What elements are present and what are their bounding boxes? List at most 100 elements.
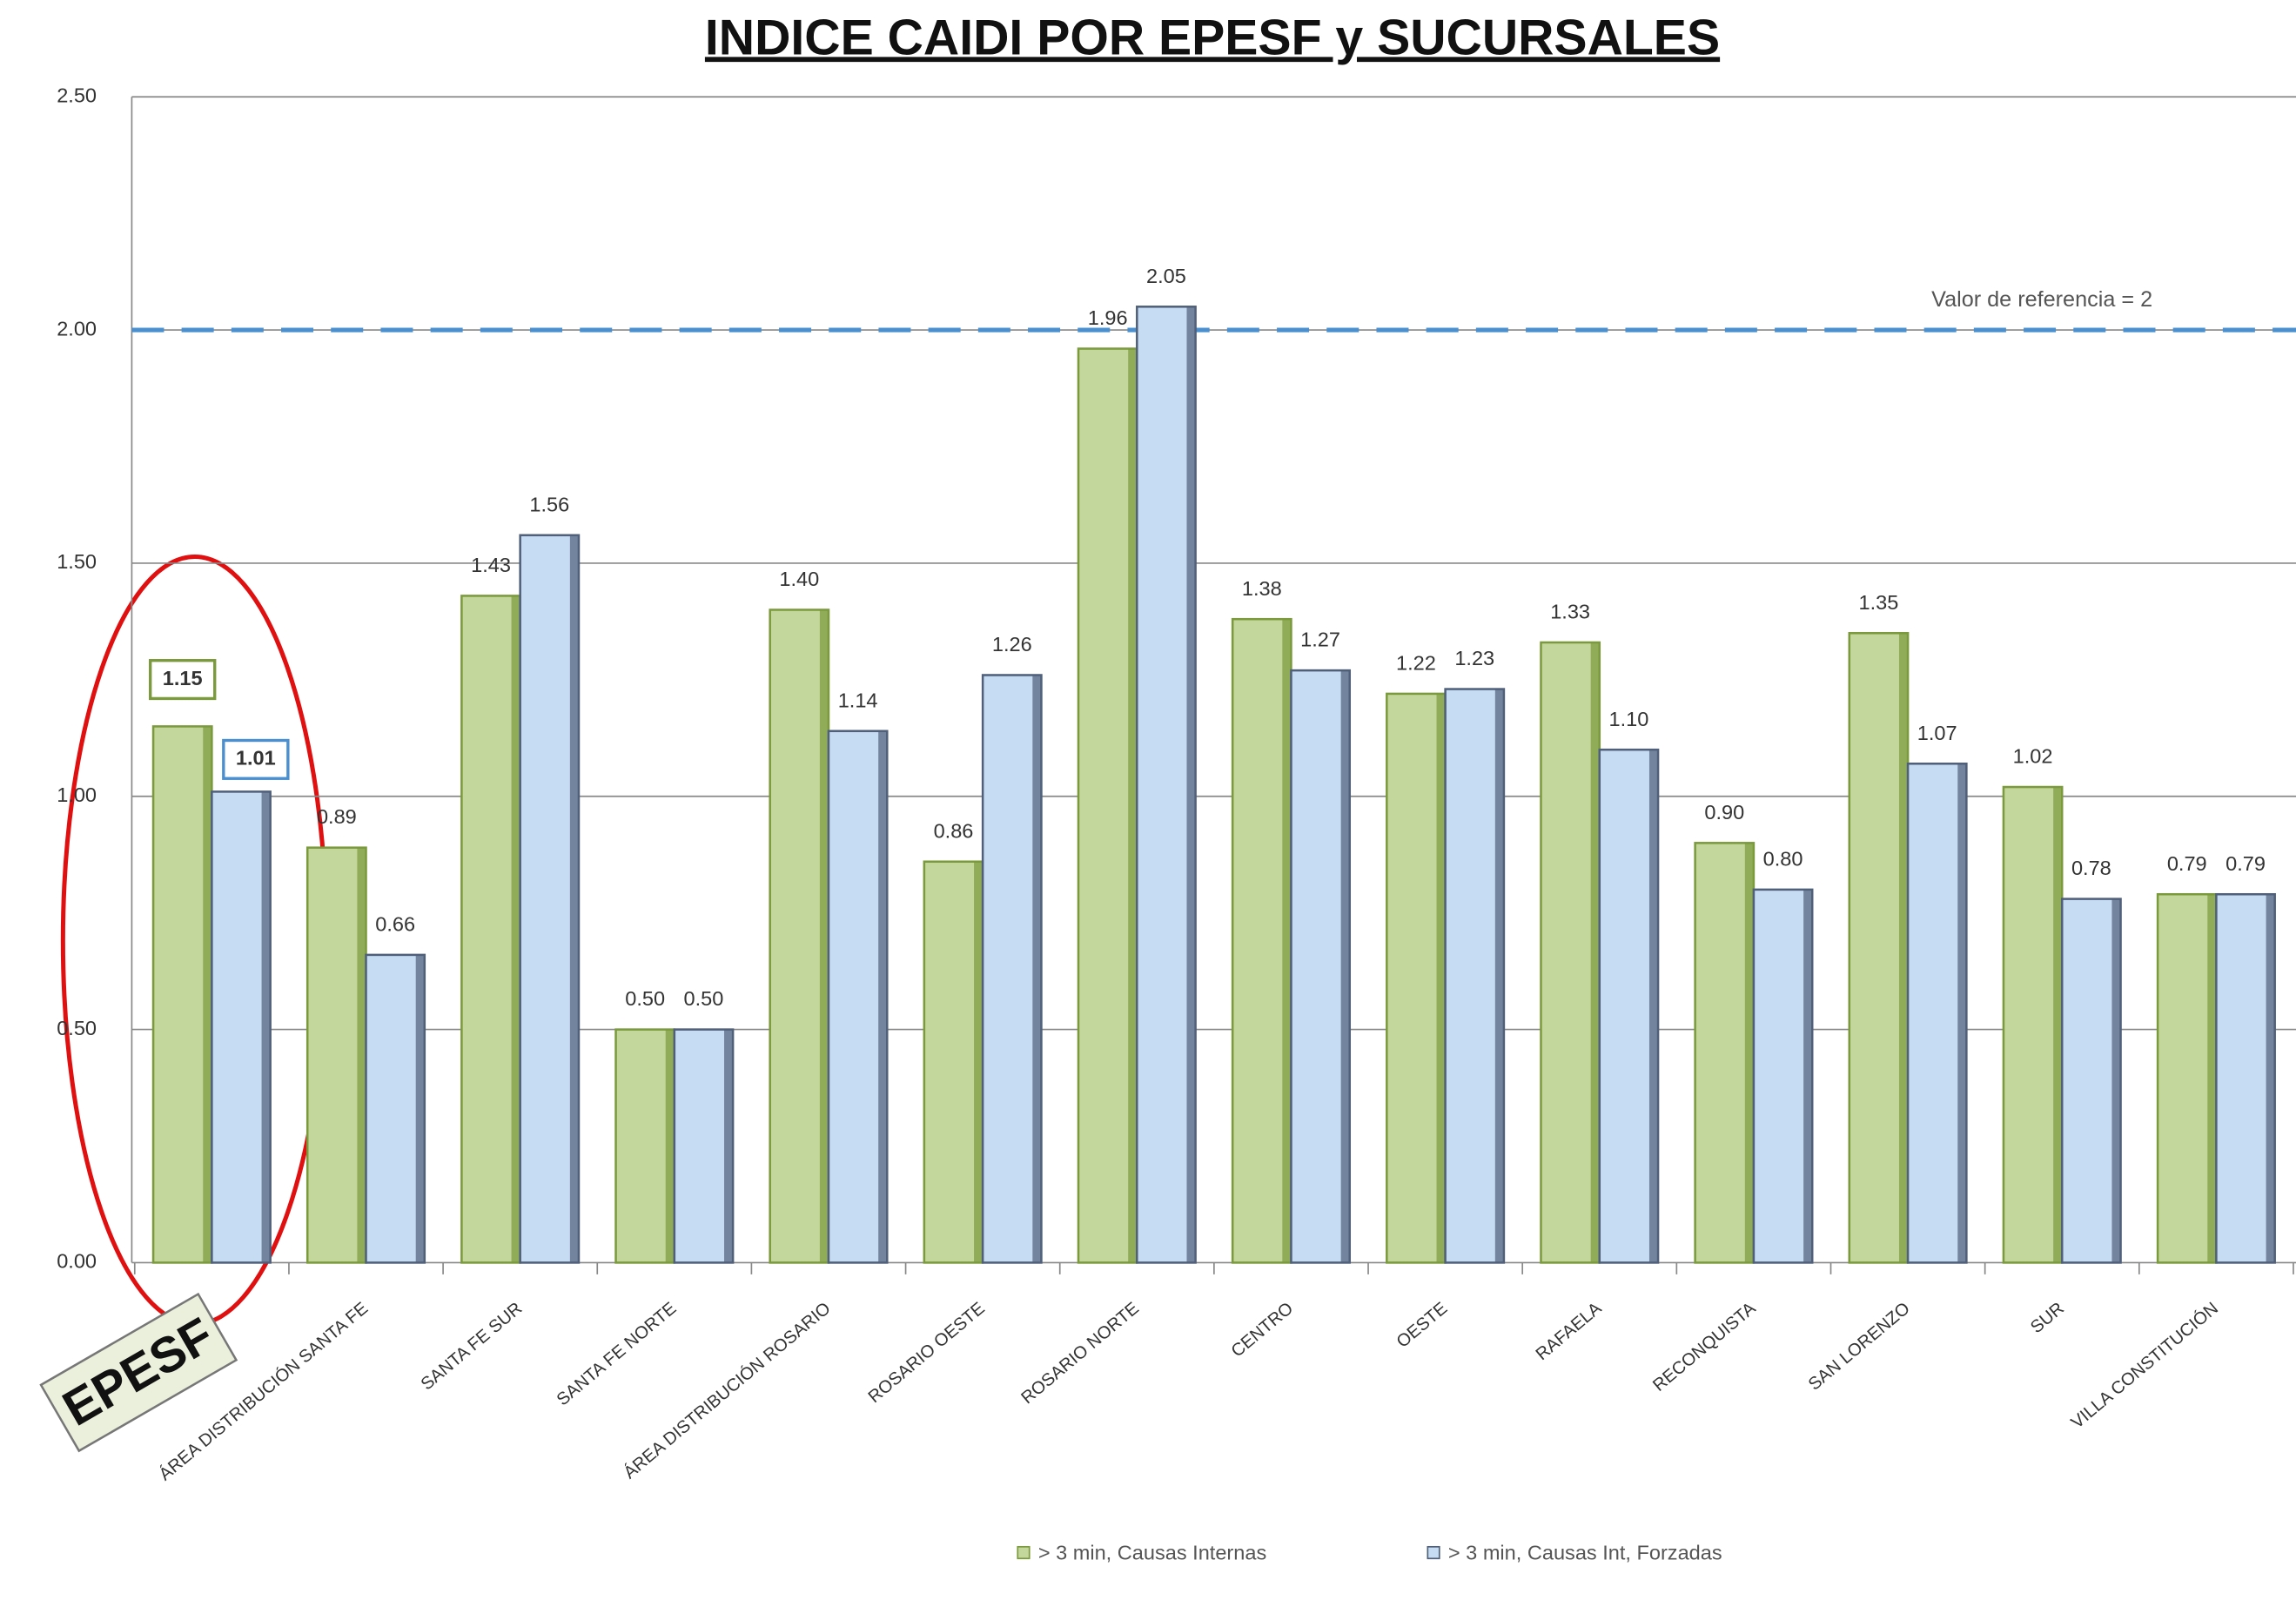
y-tick-label: 0.50 — [57, 1017, 97, 1039]
bar-shade — [1282, 619, 1292, 1263]
bar — [1752, 888, 1814, 1264]
y-tick-label: 1.50 — [57, 550, 97, 573]
bar-shade — [1494, 689, 1504, 1263]
y-tick-label: 0.00 — [57, 1250, 97, 1273]
value-label: 0.89 — [317, 805, 357, 828]
chart-title: INDICE CAIDI POR EPESF y SUCURSALES — [705, 10, 1720, 65]
value-label: 1.27 — [1300, 629, 1340, 651]
value-label: 0.86 — [934, 819, 974, 842]
bar — [1077, 347, 1138, 1264]
value-label: 1.26 — [992, 633, 1032, 656]
bar — [1231, 617, 1292, 1264]
bar-shade — [1648, 750, 1659, 1263]
x-tick-label: SANTA FE SUR — [418, 1299, 527, 1395]
value-label: 1.22 — [1396, 651, 1436, 674]
bar — [460, 595, 521, 1264]
bar — [519, 534, 581, 1264]
value-label: 0.78 — [2071, 857, 2111, 879]
y-tick-label: 1.00 — [57, 783, 97, 806]
value-label: 1.15 — [163, 667, 203, 689]
value-label: 1.33 — [1550, 601, 1590, 623]
bar — [365, 953, 426, 1264]
x-tick-label: VILLA CONSTITUCIÓN — [2067, 1298, 2222, 1433]
value-label: 1.96 — [1088, 306, 1128, 329]
bar-shade — [878, 730, 888, 1263]
bar — [827, 730, 889, 1264]
bar — [1290, 669, 1352, 1264]
y-tick-label: 2.00 — [57, 317, 97, 340]
value-label: 0.79 — [2226, 852, 2266, 875]
value-label: 0.80 — [1763, 847, 1803, 870]
bar-shade — [1032, 675, 1042, 1263]
legend-swatch — [1017, 1545, 1031, 1560]
bar — [211, 790, 272, 1264]
x-tick-label: ROSARIO NORTE — [1017, 1299, 1143, 1408]
value-label-box — [149, 659, 217, 701]
value-label: 1.35 — [1859, 591, 1899, 614]
bar-shade — [2207, 894, 2217, 1263]
value-label: 1.23 — [1454, 647, 1494, 669]
bar — [2156, 892, 2218, 1264]
bar — [2060, 898, 2122, 1264]
x-tick-label: RAFAELA — [1533, 1299, 1606, 1365]
bar-shade — [1590, 642, 1600, 1263]
bar-shade — [2111, 898, 2121, 1263]
reference-label: Valor de referencia = 2 — [1931, 287, 2152, 312]
bar-shade — [974, 861, 984, 1263]
bar-shade — [1744, 843, 1754, 1263]
value-label: 1.38 — [1242, 577, 1282, 600]
bar-shade — [415, 954, 425, 1263]
value-label: 1.02 — [2013, 745, 2053, 768]
value-label: 0.50 — [625, 987, 665, 1010]
value-label: 1.10 — [1608, 708, 1648, 730]
x-tick-label: ROSARIO OESTE — [865, 1299, 989, 1407]
bar-shade — [1340, 670, 1350, 1263]
value-label: 1.43 — [471, 554, 511, 576]
bar-shade — [2266, 894, 2275, 1263]
bar — [2002, 785, 2064, 1264]
value-label: 0.79 — [2167, 852, 2207, 875]
bar — [1906, 762, 1968, 1264]
value-label: 1.01 — [236, 747, 276, 770]
bar — [673, 1028, 735, 1264]
bar-shade — [1898, 633, 1909, 1263]
bar — [1694, 842, 1756, 1264]
bar — [923, 860, 984, 1264]
x-tick-label: SAN LORENZO — [1805, 1299, 1914, 1395]
bar-shade — [569, 535, 579, 1263]
bar — [1136, 306, 1197, 1264]
bar — [614, 1028, 676, 1264]
bar-shade — [203, 726, 212, 1263]
bar-shade — [1957, 763, 1967, 1263]
value-label-box — [222, 738, 290, 780]
bar-shade — [724, 1029, 734, 1263]
x-tick-label: SUR — [2027, 1299, 2068, 1337]
bar — [1444, 688, 1506, 1264]
bar — [1386, 692, 1447, 1264]
legend-swatch — [1427, 1545, 1440, 1560]
value-label: 0.66 — [375, 912, 415, 935]
bar-shade — [357, 847, 366, 1263]
bar — [2215, 892, 2276, 1264]
x-tick-label: RECONQUISTA — [1649, 1299, 1760, 1395]
value-label: 0.50 — [684, 987, 724, 1010]
bar-shade — [1803, 889, 1813, 1263]
bar-shade — [665, 1029, 675, 1263]
x-tick-label: SANTA FE NORTE — [554, 1299, 681, 1409]
x-tick-label: OESTE — [1393, 1299, 1452, 1352]
bar-shade — [2053, 787, 2063, 1263]
bar — [1848, 632, 1910, 1264]
bar — [305, 846, 367, 1264]
value-label: 1.14 — [838, 689, 878, 711]
bar-shade — [261, 791, 271, 1263]
bar-shade — [1128, 348, 1138, 1263]
bar-shade — [1186, 306, 1196, 1263]
bar — [151, 725, 213, 1264]
legend-label: > 3 min, Causas Int, Forzadas — [1448, 1541, 1722, 1563]
bar-shade — [1436, 693, 1446, 1263]
value-label: 1.40 — [779, 568, 819, 590]
value-label: 1.56 — [529, 493, 569, 515]
x-tick-label: CENTRO — [1228, 1299, 1297, 1362]
bar — [981, 674, 1043, 1264]
label-box — [39, 1292, 238, 1453]
